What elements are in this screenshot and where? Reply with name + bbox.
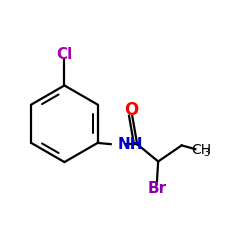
- Text: Br: Br: [148, 181, 167, 196]
- Text: Cl: Cl: [56, 47, 72, 62]
- Text: 3: 3: [204, 148, 210, 158]
- Text: CH: CH: [192, 143, 212, 157]
- Text: NH: NH: [118, 137, 143, 152]
- Text: O: O: [124, 101, 138, 119]
